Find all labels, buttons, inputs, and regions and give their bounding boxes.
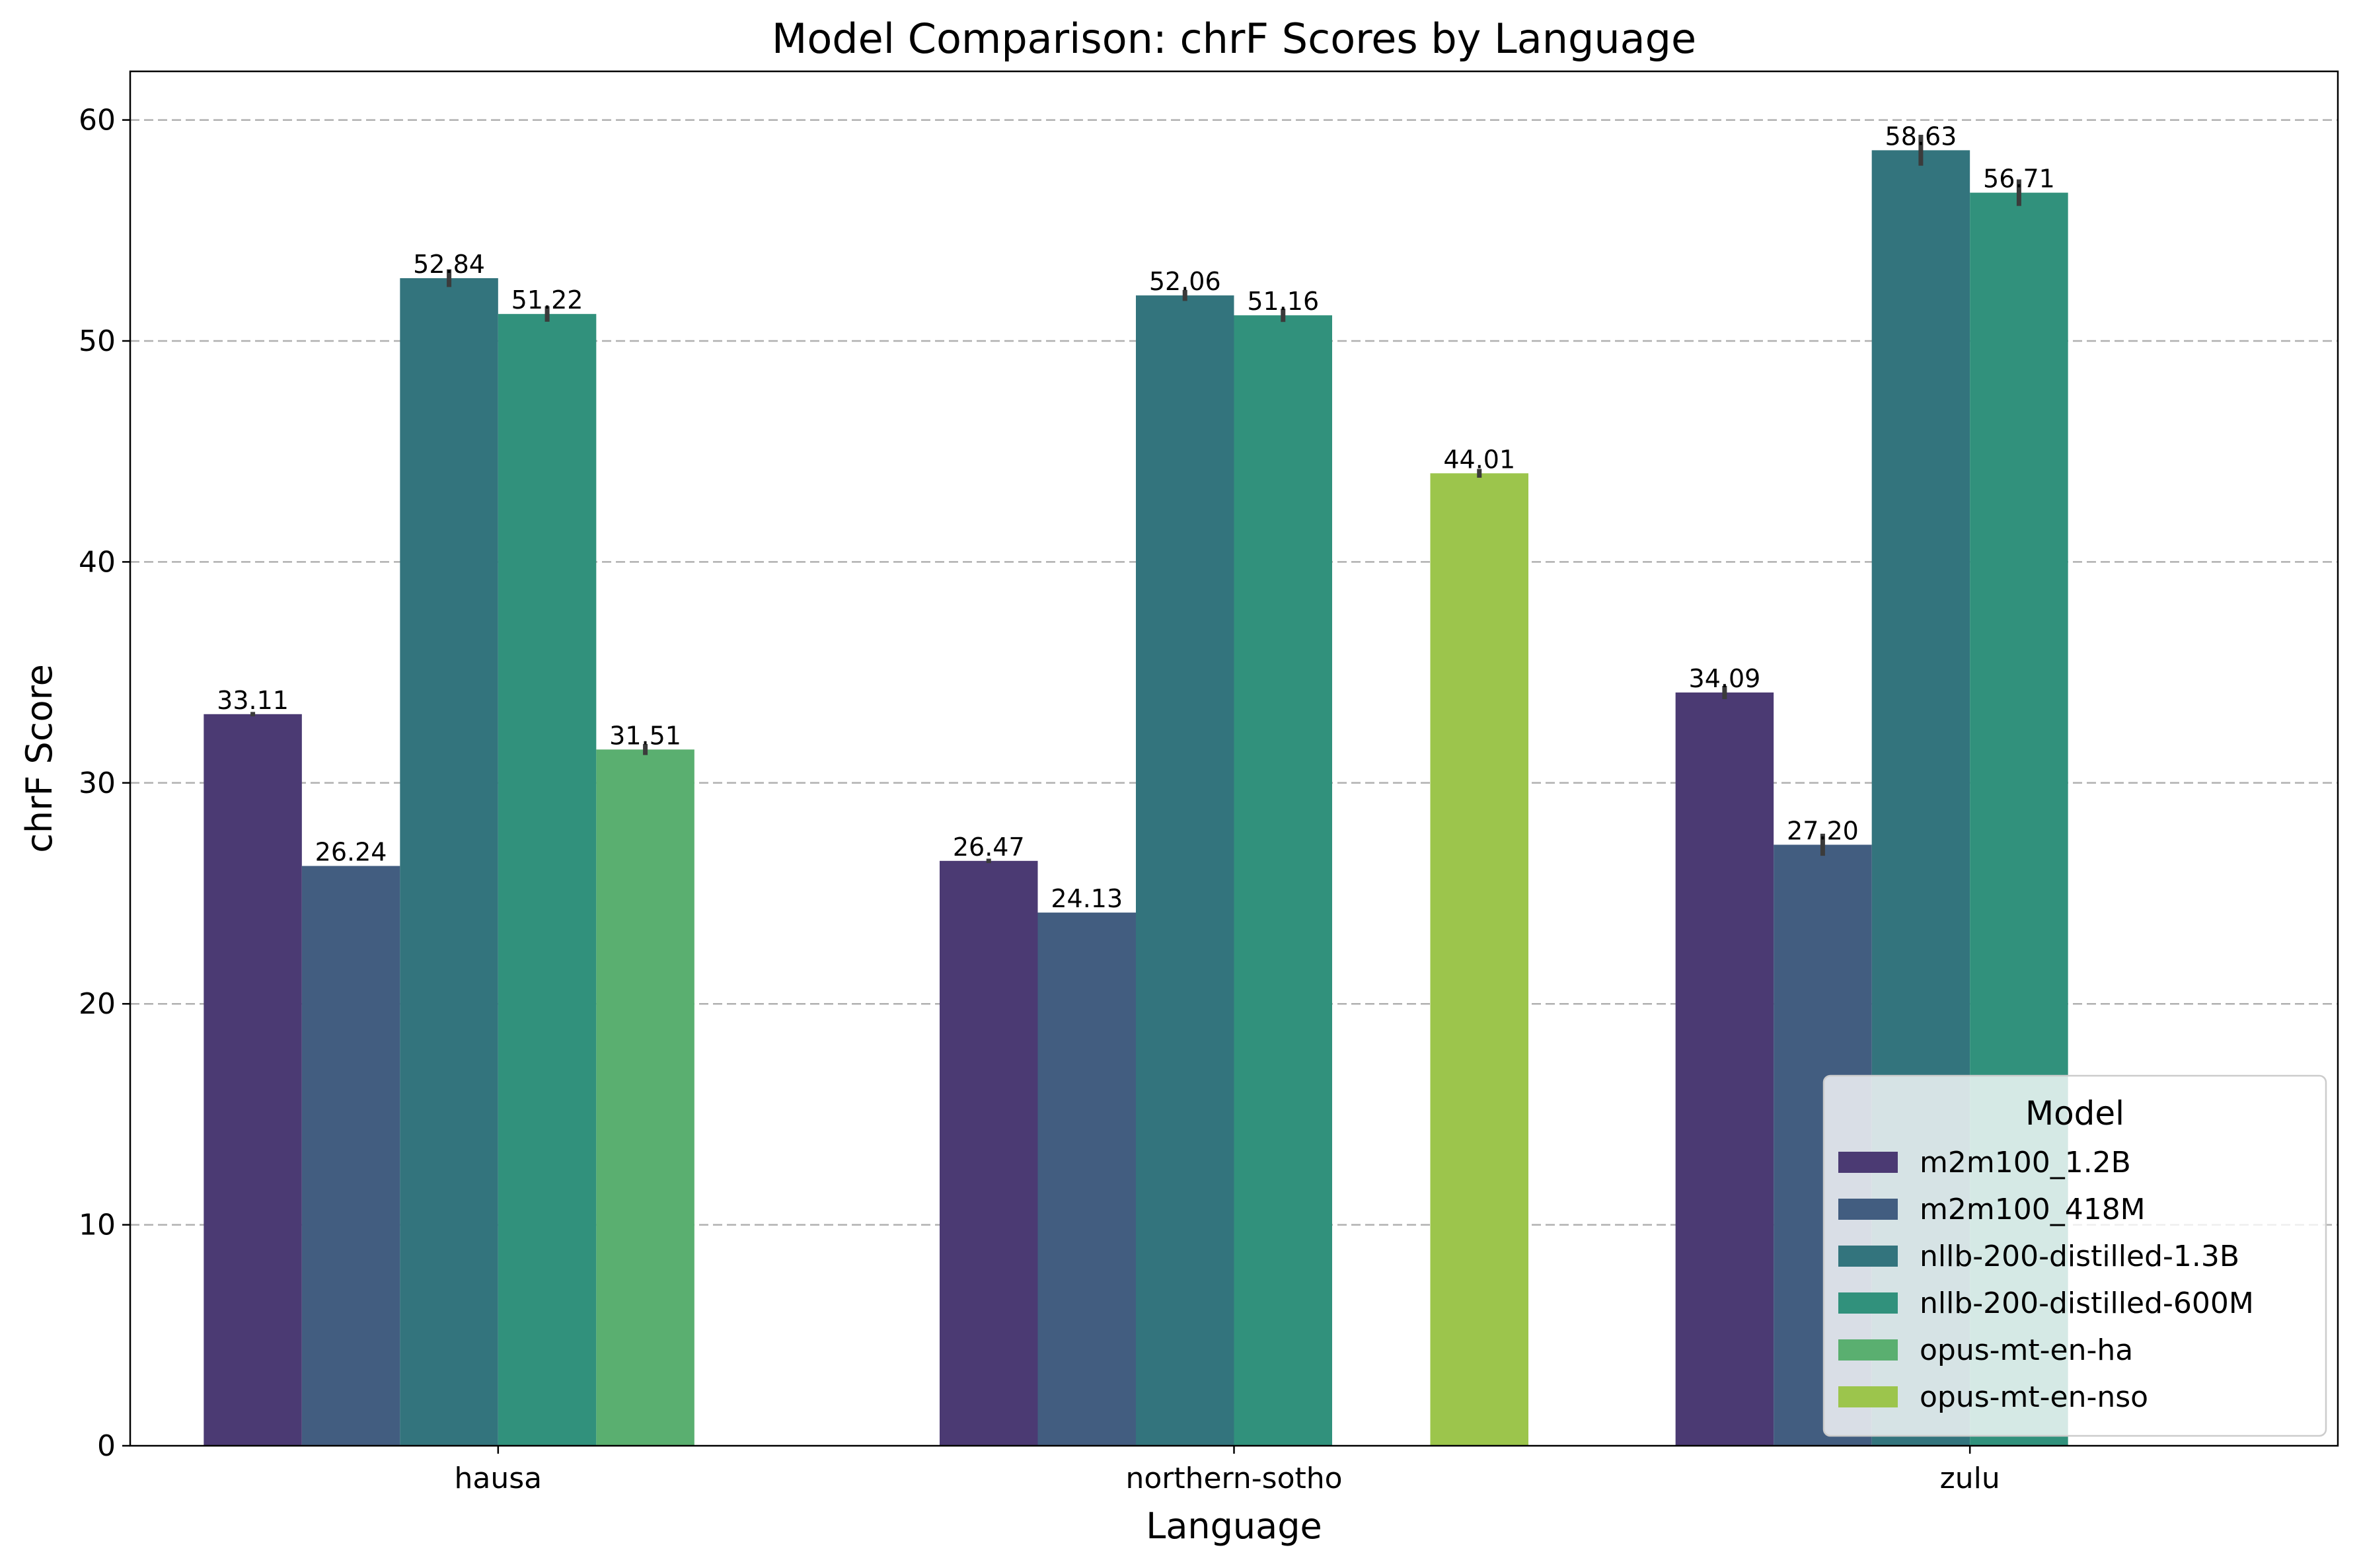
y-tick-label: 0 bbox=[97, 1429, 116, 1463]
bar-value-label: 33.11 bbox=[217, 686, 289, 715]
x-tick-label-hausa: hausa bbox=[455, 1462, 543, 1495]
bar-value-label: 24.13 bbox=[1051, 884, 1123, 913]
x-axis-ticks: hausa northern-sotho zulu bbox=[455, 1446, 2000, 1495]
x-tick-label-northern-sotho: northern-sotho bbox=[1125, 1462, 1342, 1495]
legend: Model m2m100_1.2B m2m100_418M nllb-200-dis… bbox=[1822, 1074, 2327, 1437]
legend-label-m2m100_1.2B: m2m100_1.2B bbox=[1920, 1146, 2131, 1179]
legend-swatch-m2m100_1.2B bbox=[1838, 1152, 1898, 1173]
bar-value-label: 34.09 bbox=[1689, 664, 1761, 693]
chart-title: Model Comparison: chrF Scores by Languag… bbox=[772, 15, 1696, 63]
bar-m2m100_418M-northern-sotho bbox=[1037, 913, 1136, 1446]
bar-m2m100_418M-hausa bbox=[301, 866, 400, 1446]
bar-value-label: 51.16 bbox=[1247, 287, 1319, 316]
y-tick-label: 60 bbox=[79, 104, 116, 137]
legend-label-opus-mt-en-ha: opus-mt-en-ha bbox=[1920, 1333, 2133, 1367]
legend-title: Model bbox=[2025, 1094, 2124, 1133]
x-axis-label: Language bbox=[1146, 1505, 1322, 1547]
bar-nllb-200-distilled-600M-northern-sotho bbox=[1234, 315, 1332, 1446]
legend-box bbox=[1822, 1074, 2327, 1437]
bar-value-label: 26.47 bbox=[953, 833, 1025, 862]
legend-label-opus-mt-en-nso: opus-mt-en-nso bbox=[1920, 1380, 2148, 1414]
bar-m2m100_1.2B-northern-sotho bbox=[940, 860, 1038, 1446]
bar-value-label: 44.01 bbox=[1443, 445, 1515, 474]
bars bbox=[204, 150, 2068, 1446]
y-tick-label: 50 bbox=[79, 324, 116, 358]
legend-items: m2m100_1.2B m2m100_418M nllb-200-distilled… bbox=[1838, 1146, 2254, 1414]
bar-opus-mt-en-ha-hausa bbox=[596, 749, 694, 1446]
legend-label-nllb-200-distilled-1.3B: nllb-200-distilled-1.3B bbox=[1920, 1240, 2239, 1273]
bar-nllb-200-distilled-1.3B-hausa bbox=[400, 278, 498, 1446]
bar-nllb-200-distilled-1.3B-northern-sotho bbox=[1136, 295, 1234, 1446]
bar-opus-mt-en-nso-northern-sotho bbox=[1430, 473, 1528, 1446]
y-axis-label: chrF Score bbox=[19, 664, 60, 853]
y-axis-ticks: 0 10 20 30 40 50 60 bbox=[79, 104, 130, 1463]
legend-label-m2m100_418M: m2m100_418M bbox=[1920, 1193, 2146, 1226]
legend-swatch-opus-mt-en-nso bbox=[1838, 1386, 1898, 1407]
legend-label-nllb-200-distilled-600M: nllb-200-distilled-600M bbox=[1920, 1287, 2254, 1320]
y-tick-label: 40 bbox=[79, 545, 116, 579]
y-tick-label: 30 bbox=[79, 766, 116, 800]
error-bars bbox=[250, 134, 2021, 864]
legend-swatch-opus-mt-en-ha bbox=[1838, 1339, 1898, 1361]
x-tick-label-zulu: zulu bbox=[1940, 1462, 2000, 1495]
bar-value-label: 31.51 bbox=[609, 721, 681, 750]
bar-value-label: 52.84 bbox=[413, 250, 485, 279]
legend-swatch-m2m100_418M bbox=[1838, 1199, 1898, 1220]
y-tick-label: 20 bbox=[79, 987, 116, 1021]
y-tick-label: 10 bbox=[79, 1209, 116, 1242]
bar-value-label: 52.06 bbox=[1149, 267, 1221, 296]
legend-swatch-nllb-200-distilled-600M bbox=[1838, 1292, 1898, 1314]
bar-m2m100_1.2B-zulu bbox=[1675, 692, 1774, 1446]
legend-swatch-nllb-200-distilled-1.3B bbox=[1838, 1246, 1898, 1267]
bar-value-label: 27.20 bbox=[1787, 816, 1859, 845]
bar-value-label: 58.63 bbox=[1885, 122, 1957, 151]
bar-value-label: 26.24 bbox=[315, 838, 387, 867]
bar-value-label: 56.71 bbox=[1983, 165, 2055, 194]
bar-nllb-200-distilled-600M-hausa bbox=[498, 314, 597, 1446]
bar-value-labels: 33.11 26.24 52.84 51.22 31.51 26.47 24.13 52.06… bbox=[217, 122, 2055, 913]
bar-value-label: 51.22 bbox=[511, 285, 583, 315]
bar-m2m100_1.2B-hausa bbox=[204, 714, 302, 1446]
